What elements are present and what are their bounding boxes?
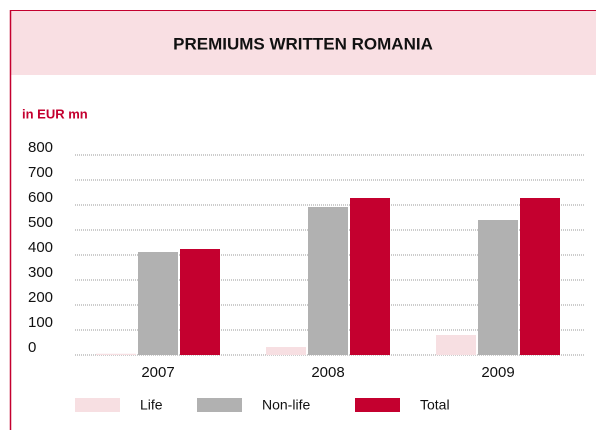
bar: [478, 220, 518, 355]
y-tick-label: 300: [28, 264, 53, 281]
y-tick-label: 200: [28, 289, 53, 306]
bar: [308, 207, 348, 355]
y-tick-label: 500: [28, 214, 53, 231]
legend-swatch: [355, 398, 400, 412]
legend-swatch: [75, 398, 120, 412]
chart-title: PREMIUMS WRITTEN ROMANIA: [173, 34, 433, 53]
bar: [180, 249, 220, 355]
bar: [138, 252, 178, 355]
bar: [96, 353, 136, 355]
header-band: [10, 10, 596, 75]
bar: [350, 198, 390, 355]
bar: [436, 335, 476, 355]
legend-label: Total: [420, 397, 450, 413]
x-tick-label: 2009: [481, 364, 514, 381]
y-axis-label: in EUR mn: [22, 106, 88, 121]
x-tick-label: 2007: [141, 364, 174, 381]
bar: [520, 198, 560, 355]
y-tick-label: 600: [28, 189, 53, 206]
y-tick-label: 700: [28, 164, 53, 181]
legend-label: Life: [140, 397, 163, 413]
bar: [266, 347, 306, 355]
y-tick-label: 800: [28, 139, 53, 156]
legend-label: Non-life: [262, 397, 310, 413]
legend-swatch: [197, 398, 242, 412]
y-tick-label: 100: [28, 314, 53, 331]
y-tick-label: 400: [28, 239, 53, 256]
x-tick-label: 2008: [311, 364, 344, 381]
y-tick-label: 0: [28, 339, 36, 356]
